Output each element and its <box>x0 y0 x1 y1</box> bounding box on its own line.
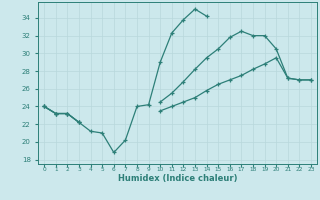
X-axis label: Humidex (Indice chaleur): Humidex (Indice chaleur) <box>118 174 237 183</box>
